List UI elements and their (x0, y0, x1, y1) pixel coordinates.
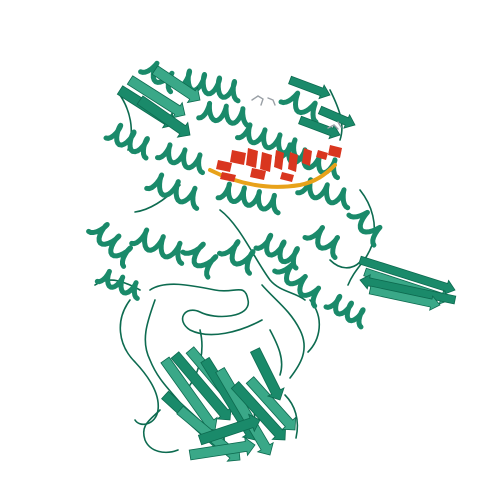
helix-segment (155, 142, 205, 176)
strand-arrow (359, 274, 457, 305)
nucleobase (316, 150, 328, 160)
helix-segment (302, 225, 340, 260)
strand-arrow (197, 413, 261, 446)
nucleobase (216, 160, 232, 172)
nucleobase (246, 148, 258, 168)
nucleobase (260, 152, 272, 172)
helix-segment (323, 293, 366, 330)
strand-arrow (317, 105, 356, 129)
strand-arrow (215, 366, 274, 456)
strand-arrow (288, 75, 331, 100)
strand-arrow (298, 115, 341, 140)
nucleobase (302, 148, 312, 166)
nucleobase (230, 150, 246, 165)
helix-segment (196, 100, 252, 129)
strand-arrow (188, 436, 256, 461)
nucleobase (280, 172, 294, 182)
helix-segment (346, 209, 383, 248)
helix-segment (180, 241, 219, 280)
nucleobase (288, 152, 298, 172)
helix-segment (103, 122, 150, 161)
helix-segment (217, 239, 256, 276)
strand-arrow (230, 381, 287, 441)
helix-segment (94, 268, 140, 301)
bound-nucleic-acid (208, 145, 342, 189)
strand-arrow (170, 351, 232, 421)
helix-segment (86, 222, 133, 269)
ligand-sticks (251, 95, 342, 130)
nucleobase (328, 145, 342, 158)
helix-segment (175, 68, 241, 104)
helix-segment (215, 181, 281, 216)
strand-arrow (368, 285, 441, 311)
nucleobase (250, 168, 266, 180)
helix-segment (272, 262, 322, 309)
helix-segment (144, 172, 200, 211)
strand-arrow (358, 255, 456, 295)
strand-arrow (136, 95, 191, 138)
helix-segment (253, 232, 300, 271)
nucleobase (220, 172, 236, 182)
strand-arrow (126, 75, 186, 119)
helix-segment (235, 122, 300, 161)
strand-arrow (245, 376, 297, 431)
nucleobase (274, 150, 284, 170)
strand-arrow (249, 347, 285, 401)
helix-segment (278, 90, 319, 125)
beta-sheets (116, 65, 457, 462)
strand-arrow (151, 65, 201, 104)
helix-segment (129, 227, 185, 266)
